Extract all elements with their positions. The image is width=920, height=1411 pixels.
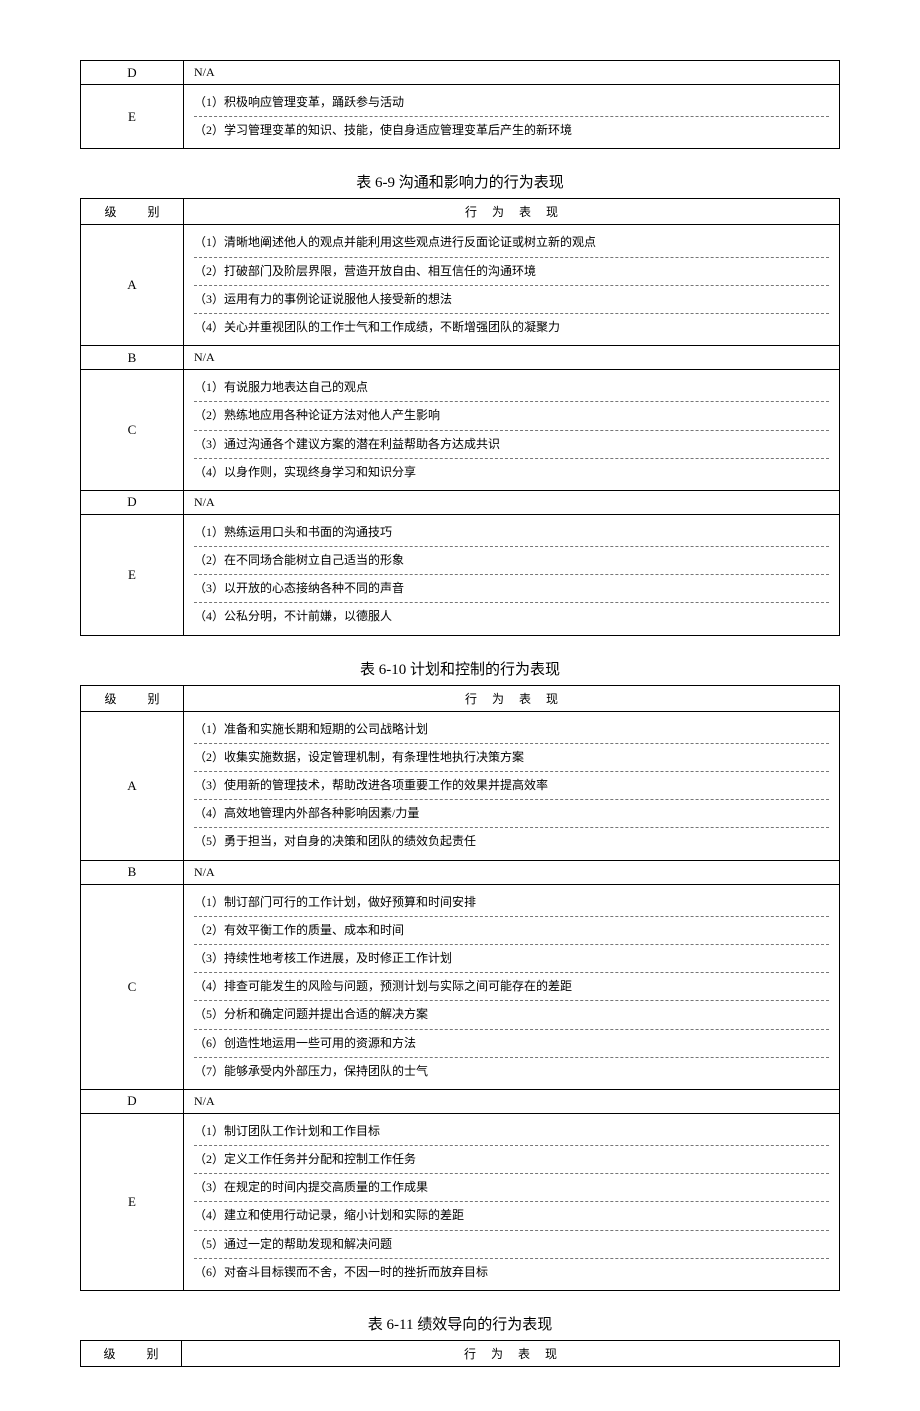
behavior-item: （5）分析和确定问题并提出合适的解决方案 xyxy=(194,1001,829,1029)
table-row: DN/A xyxy=(81,1089,840,1113)
partial-table-body: DN/AE（1）积极响应管理变革，踊跃参与活动（2）学习管理变革的知识、技能，使… xyxy=(81,61,840,149)
behavior-item: （4）高效地管理内外部各种影响因素/力量 xyxy=(194,800,829,828)
table-row: E（1）熟练运用口头和书面的沟通技巧（2）在不同场合能树立自己适当的形象（3）以… xyxy=(81,514,840,635)
behavior-item: （2）在不同场合能树立自己适当的形象 xyxy=(194,547,829,575)
level-cell: E xyxy=(81,1113,184,1290)
behavior-item: （1）积极响应管理变革，踊跃参与活动 xyxy=(194,89,829,117)
table-row: BN/A xyxy=(81,346,840,370)
level-cell: C xyxy=(81,884,184,1089)
table-row: A（1）准备和实施长期和短期的公司战略计划（2）收集实施数据，设定管理机制，有条… xyxy=(81,711,840,860)
table-6-11-header-behav: 行 为 表 现 xyxy=(182,1341,840,1367)
behavior-cell: N/A xyxy=(184,61,840,85)
behavior-item: （1）准备和实施长期和短期的公司战略计划 xyxy=(194,716,829,744)
table-row: DN/A xyxy=(81,490,840,514)
behavior-cell: （1）准备和实施长期和短期的公司战略计划（2）收集实施数据，设定管理机制，有条理… xyxy=(184,711,840,860)
behavior-item: （5）通过一定的帮助发现和解决问题 xyxy=(194,1231,829,1259)
behavior-item: （2）学习管理变革的知识、技能，使自身适应管理变革后产生的新环境 xyxy=(194,117,829,144)
level-cell: C xyxy=(81,370,184,491)
behavior-item: （6）创造性地运用一些可用的资源和方法 xyxy=(194,1030,829,1058)
level-cell: A xyxy=(81,225,184,346)
table-6-9-body: A（1）清晰地阐述他人的观点并能利用这些观点进行反面论证或树立新的观点（2）打破… xyxy=(81,225,840,635)
behavior-item: （3）以开放的心态接纳各种不同的声音 xyxy=(194,575,829,603)
table-6-9: 级 别 行 为 表 现 A（1）清晰地阐述他人的观点并能利用这些观点进行反面论证… xyxy=(80,198,840,635)
behavior-item: （5）勇于担当，对自身的决策和团队的绩效负起责任 xyxy=(194,828,829,855)
behavior-item: （6）对奋斗目标锲而不舍，不因一时的挫折而放弃目标 xyxy=(194,1259,829,1286)
level-cell: B xyxy=(81,346,184,370)
table-6-10-caption: 表 6-10 计划和控制的行为表现 xyxy=(80,658,840,679)
behavior-item: （2）有效平衡工作的质量、成本和时间 xyxy=(194,917,829,945)
table-row: BN/A xyxy=(81,860,840,884)
behavior-cell: N/A xyxy=(184,490,840,514)
behavior-cell: （1）清晰地阐述他人的观点并能利用这些观点进行反面论证或树立新的观点（2）打破部… xyxy=(184,225,840,346)
behavior-item: （3）持续性地考核工作进展，及时修正工作计划 xyxy=(194,945,829,973)
table-row: C（1）制订部门可行的工作计划，做好预算和时间安排（2）有效平衡工作的质量、成本… xyxy=(81,884,840,1089)
partial-table-top: DN/AE（1）积极响应管理变革，踊跃参与活动（2）学习管理变革的知识、技能，使… xyxy=(80,60,840,149)
table-6-9-caption: 表 6-9 沟通和影响力的行为表现 xyxy=(80,171,840,192)
table-6-9-header-level: 级 别 xyxy=(81,199,184,225)
behavior-item: （3）在规定的时间内提交高质量的工作成果 xyxy=(194,1174,829,1202)
behavior-item: （1）有说服力地表达自己的观点 xyxy=(194,374,829,402)
behavior-cell: N/A xyxy=(184,860,840,884)
behavior-cell: N/A xyxy=(184,1089,840,1113)
behavior-cell: （1）有说服力地表达自己的观点（2）熟练地应用各种论证方法对他人产生影响（3）通… xyxy=(184,370,840,491)
table-row: C（1）有说服力地表达自己的观点（2）熟练地应用各种论证方法对他人产生影响（3）… xyxy=(81,370,840,491)
behavior-item: （2）打破部门及阶层界限，营造开放自由、相互信任的沟通环境 xyxy=(194,258,829,286)
behavior-item: （3）使用新的管理技术，帮助改进各项重要工作的效果并提高效率 xyxy=(194,772,829,800)
behavior-item: （2）熟练地应用各种论证方法对他人产生影响 xyxy=(194,402,829,430)
level-cell: A xyxy=(81,711,184,860)
behavior-item: （1）清晰地阐述他人的观点并能利用这些观点进行反面论证或树立新的观点 xyxy=(194,229,829,257)
level-cell: D xyxy=(81,490,184,514)
table-6-9-header-behav: 行 为 表 现 xyxy=(184,199,840,225)
level-cell: E xyxy=(81,85,184,149)
behavior-item: （1）制订部门可行的工作计划，做好预算和时间安排 xyxy=(194,889,829,917)
table-row: DN/A xyxy=(81,61,840,85)
table-row: E（1）积极响应管理变革，踊跃参与活动（2）学习管理变革的知识、技能，使自身适应… xyxy=(81,85,840,149)
behavior-item: （7）能够承受内外部压力，保持团队的士气 xyxy=(194,1058,829,1085)
behavior-cell: （1）制订团队工作计划和工作目标（2）定义工作任务并分配和控制工作任务（3）在规… xyxy=(184,1113,840,1290)
behavior-item: （3）运用有力的事例论证说服他人接受新的想法 xyxy=(194,286,829,314)
behavior-cell: N/A xyxy=(184,346,840,370)
table-6-10-header-behav: 行 为 表 现 xyxy=(184,685,840,711)
table-6-11-caption: 表 6-11 绩效导向的行为表现 xyxy=(80,1313,840,1334)
table-row: E（1）制订团队工作计划和工作目标（2）定义工作任务并分配和控制工作任务（3）在… xyxy=(81,1113,840,1290)
behavior-item: （4）排查可能发生的风险与问题，预测计划与实际之间可能存在的差距 xyxy=(194,973,829,1001)
level-cell: E xyxy=(81,514,184,635)
behavior-item: （4）关心并重视团队的工作士气和工作成绩，不断增强团队的凝聚力 xyxy=(194,314,829,341)
table-6-11: 级 别 行 为 表 现 xyxy=(80,1340,840,1367)
table-6-10-body: A（1）准备和实施长期和短期的公司战略计划（2）收集实施数据，设定管理机制，有条… xyxy=(81,711,840,1290)
behavior-item: （1）制订团队工作计划和工作目标 xyxy=(194,1118,829,1146)
level-cell: B xyxy=(81,860,184,884)
behavior-item: （1）熟练运用口头和书面的沟通技巧 xyxy=(194,519,829,547)
behavior-cell: （1）熟练运用口头和书面的沟通技巧（2）在不同场合能树立自己适当的形象（3）以开… xyxy=(184,514,840,635)
behavior-item: （4）建立和使用行动记录，缩小计划和实际的差距 xyxy=(194,1202,829,1230)
behavior-item: （2）定义工作任务并分配和控制工作任务 xyxy=(194,1146,829,1174)
level-cell: D xyxy=(81,61,184,85)
behavior-cell: （1）制订部门可行的工作计划，做好预算和时间安排（2）有效平衡工作的质量、成本和… xyxy=(184,884,840,1089)
behavior-cell: （1）积极响应管理变革，踊跃参与活动（2）学习管理变革的知识、技能，使自身适应管… xyxy=(184,85,840,149)
level-cell: D xyxy=(81,1089,184,1113)
table-row: A（1）清晰地阐述他人的观点并能利用这些观点进行反面论证或树立新的观点（2）打破… xyxy=(81,225,840,346)
behavior-item: （4）公私分明，不计前嫌，以德服人 xyxy=(194,603,829,630)
behavior-item: （2）收集实施数据，设定管理机制，有条理性地执行决策方案 xyxy=(194,744,829,772)
behavior-item: （3）通过沟通各个建议方案的潜在利益帮助各方达成共识 xyxy=(194,431,829,459)
table-6-10-header-level: 级 别 xyxy=(81,685,184,711)
table-6-11-header-level: 级 别 xyxy=(81,1341,182,1367)
behavior-item: （4）以身作则，实现终身学习和知识分享 xyxy=(194,459,829,486)
table-6-10: 级 别 行 为 表 现 A（1）准备和实施长期和短期的公司战略计划（2）收集实施… xyxy=(80,685,840,1291)
